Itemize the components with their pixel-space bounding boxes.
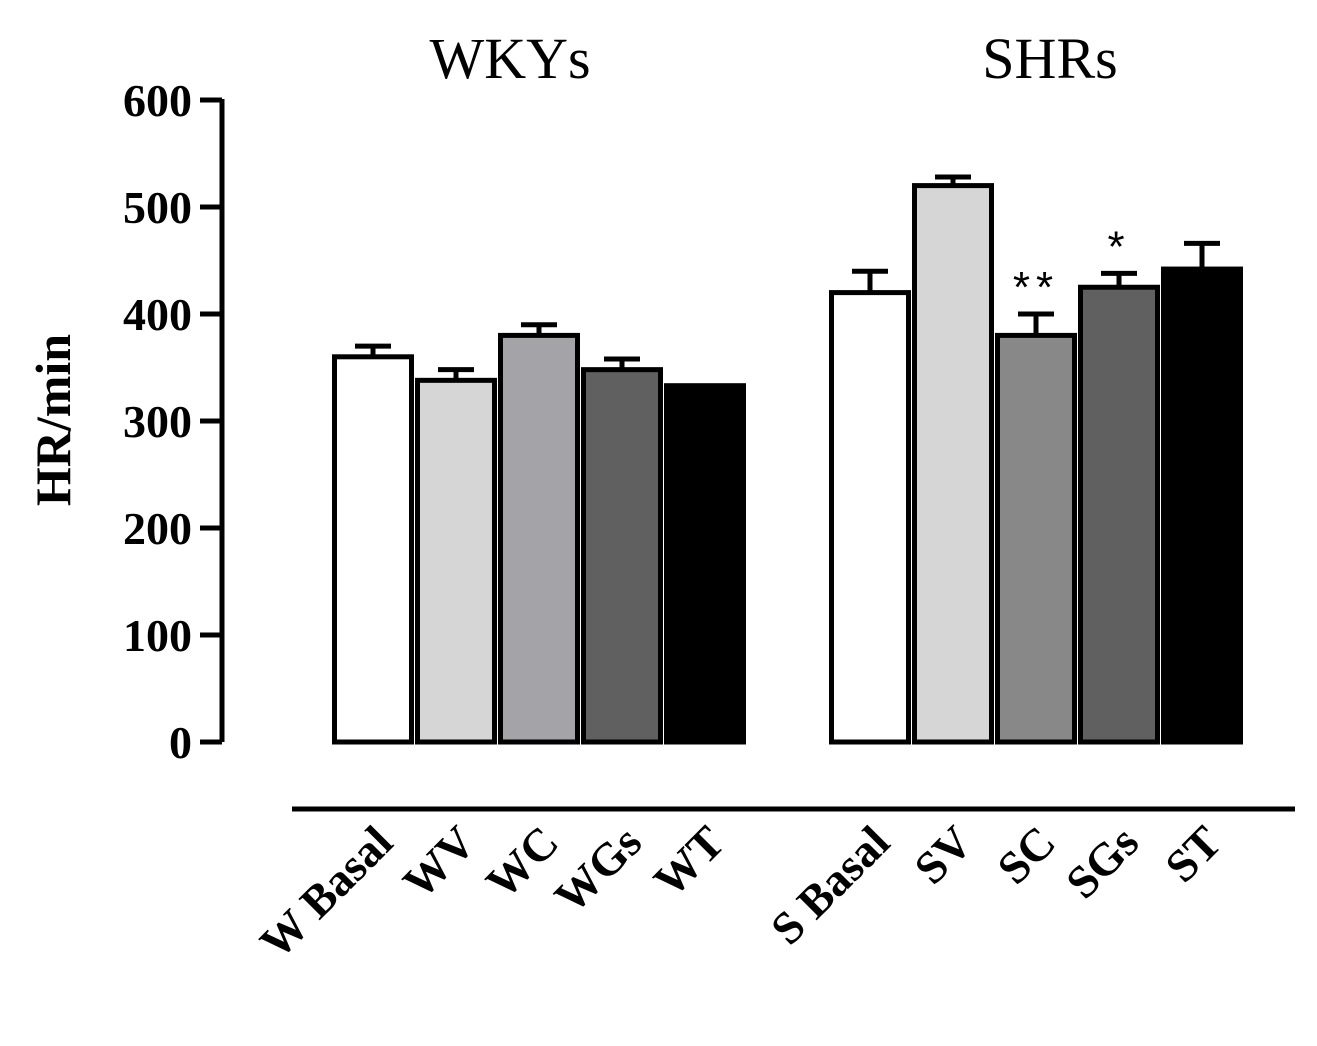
y-tick-label-400: 400 [123,289,192,340]
bar-w-basal [332,354,414,745]
y-tick-label-300: 300 [123,396,192,447]
category-label-sv: SV [904,816,982,894]
y-tick-label-100: 100 [123,610,192,661]
category-label-sgs: SGs [1056,816,1148,908]
bar-s-basal [829,290,911,745]
bar-wv [415,377,497,745]
category-label-w-basal: W Basal [250,816,402,968]
y-tick-label-500: 500 [123,182,192,233]
group-title-shrs: SHRs [982,26,1117,91]
category-label-wgs: WGs [545,816,652,923]
y-axis-title: HR/min [25,334,81,506]
y-tick-label-0: 0 [169,717,192,768]
y-tick-label-600: 600 [123,75,192,126]
category-label-s-basal: S Basal [761,816,899,954]
category-label-st: ST [1155,816,1231,892]
bar-sgs [1078,284,1160,745]
group-title-wkys: WKYs [429,26,590,91]
bar-st [1161,266,1243,745]
significance-sgs: * [1107,222,1130,271]
bar-wgs [581,367,663,745]
bar-wc [498,332,580,745]
y-ticks: 0 100 200 300 400 500 600 [123,75,222,768]
y-tick-label-200: 200 [123,503,192,554]
bar-sv [912,183,994,745]
category-label-wt: WT [644,816,734,906]
bars: *** [332,174,1243,745]
significance-sc: ** [1013,263,1059,312]
category-label-sc: SC [987,816,1065,894]
category-label-wv: WV [393,816,485,908]
bar-wt [664,383,746,745]
bar-sc [995,332,1077,745]
